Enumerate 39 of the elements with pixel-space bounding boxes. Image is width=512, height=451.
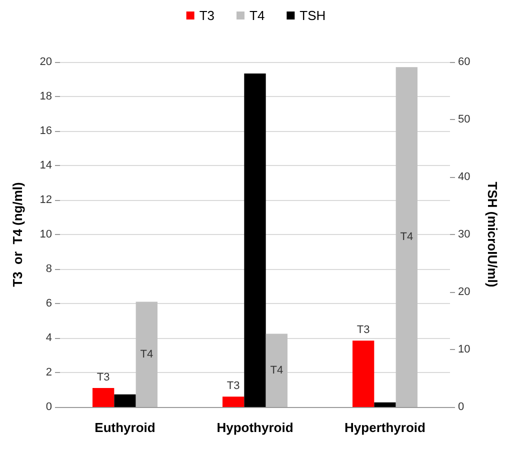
y2-tick-label: 40 xyxy=(458,171,470,183)
data-label: T4 xyxy=(270,364,284,376)
y-tick-label: 14 xyxy=(40,160,52,172)
x-tick-label: Hyperthyroid xyxy=(344,420,426,435)
y2-tick-label: 10 xyxy=(458,344,470,356)
data-label: T3 xyxy=(96,372,110,384)
y-tick-label: 18 xyxy=(40,90,52,102)
data-label: T3 xyxy=(226,380,240,392)
bar xyxy=(352,340,374,407)
y2-tick-label: 60 xyxy=(458,56,470,68)
bar xyxy=(222,396,244,407)
y-tick-label: 16 xyxy=(40,125,52,137)
data-label: T4 xyxy=(400,231,414,244)
bar xyxy=(266,334,288,407)
y-tick-label: 2 xyxy=(46,366,52,378)
bar xyxy=(136,302,158,407)
y-tick-label: 20 xyxy=(40,56,52,68)
bar xyxy=(374,402,396,407)
y-tick-label: 12 xyxy=(40,194,52,206)
legend-label: TSH xyxy=(300,8,326,23)
y2-tick-label: 50 xyxy=(458,114,470,126)
y2-tick-label: 30 xyxy=(458,228,470,240)
bar xyxy=(396,67,418,407)
y-tick-label: 0 xyxy=(46,401,52,413)
y2-axis-title: TSH (microIU/ml) xyxy=(485,182,500,288)
data-label: T3 xyxy=(356,324,370,336)
y2-tick-label: 20 xyxy=(458,286,470,298)
legend-label: T4 xyxy=(250,8,265,23)
y-tick-label: 8 xyxy=(46,263,52,275)
legend-label: T3 xyxy=(199,8,214,23)
x-tick-label: Hypothyroid xyxy=(216,420,294,435)
y-tick-label: 6 xyxy=(46,298,52,310)
data-label: T4 xyxy=(140,348,154,360)
bar xyxy=(244,74,266,407)
y-tick-label: 10 xyxy=(40,228,52,240)
y-tick-label: 4 xyxy=(46,332,52,344)
y-axis-title: T3 or T4 (ng/ml) xyxy=(10,182,25,287)
y2-tick-label: 0 xyxy=(458,401,464,413)
x-tick-label: Euthyroid xyxy=(94,420,156,435)
